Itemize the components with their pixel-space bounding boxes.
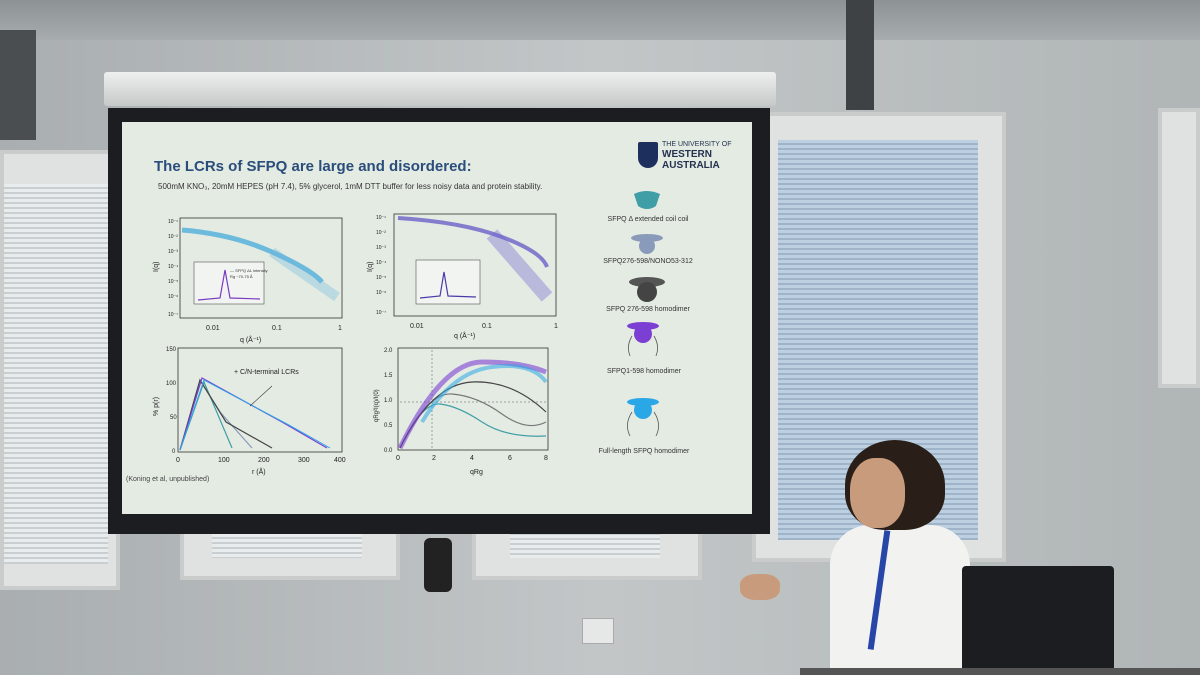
plot4-xtick-3: 6 [508,455,512,462]
legend-shape-1b [639,238,655,254]
plot1-inset-text2: Rg ~70-75 Å [230,274,253,279]
camera-device [424,538,452,592]
legend-shapes [627,191,665,437]
plot2-ytick-0: 10⁻¹ [376,215,386,221]
slide-citation: (Koning et al, unpublished) [126,476,210,483]
plot3-ytick-0: 150 [166,347,177,353]
plot1-ytick-4: 10⁻⁵ [168,279,178,285]
plot3-xlabel: r (Å) [252,467,266,476]
plot3-xtick-3: 300 [298,457,310,464]
legend-label-3: SFPQ1-598 homodimer [607,368,681,375]
slide-title: The LCRs of SFPQ are large and disordere… [154,158,472,175]
plot3-xtick-2: 200 [258,457,270,464]
legend-label-0: SFPQ Δ extended coil coil [607,216,689,223]
plot2-ytick-1: 10⁻² [376,230,386,236]
desk [800,668,1200,675]
plot4-ytick-1: 1.5 [384,373,393,379]
plot1-ytick-5: 10⁻⁶ [168,294,178,300]
plot1-ytick-6: 10⁻⁷ [168,312,178,318]
plot1-ytick-3: 10⁻⁴ [168,264,178,270]
power-outlet [582,618,614,644]
plot1-xtick-1: 0.1 [272,325,282,332]
plot2-xlabel: q (Å⁻¹) [454,331,475,340]
plot2-xtick-2: 1 [554,323,558,330]
plot3-ytick-3: 0 [172,449,176,455]
legend-shape-4-tails [627,411,659,437]
plot4-ytick-2: 1.0 [384,398,393,404]
plot4-ylabel: qRg²I(q)/I(0) [374,389,380,422]
logo-line3: AUSTRALIA [662,160,720,171]
plot1-xtick-0: 0.01 [206,325,220,332]
plot1-inset-text1: — SFPQ ΔL intensity [230,268,268,273]
plot1-xlabel: q (Å⁻¹) [240,335,261,344]
uwa-crest-icon [638,142,658,168]
plot2-ylabel: I(q) [367,262,374,273]
speaker-right [846,0,874,110]
plot2-xtick-0: 0.01 [410,323,424,330]
presenter-shirt [830,525,970,675]
legend-label-2: SFPQ 276-598 homodimer [606,306,690,313]
plot3-ytick-2: 50 [170,415,177,421]
plot3-xtick-0: 0 [176,457,180,464]
plot3-ytick-1: 100 [166,381,177,387]
plot4-ytick-3: 0.5 [384,423,393,429]
logo-line2: WESTERN [662,149,712,160]
plot3-ylabel: % p(r) [153,397,160,416]
right-window [752,112,1006,562]
speaker-left [0,30,36,140]
plot1-ytick-2: 10⁻³ [168,249,178,255]
plot4-xtick-2: 4 [470,455,474,462]
legend-shape-3b [634,325,652,343]
plot2-ytick-6: 10⁻⁷ [376,310,386,316]
legend-shape-0 [634,191,660,209]
presenter-hand [740,574,780,600]
plot4-ytick-4: 0.0 [384,448,393,454]
slide-bullet: 500mM KNO₃, 20mM HEPES (pH 7.4), 5% glyc… [158,182,543,191]
plot1-ylabel: I(q) [153,262,160,273]
plot3-xtick-1: 100 [218,457,230,464]
plot4: qRg²I(q)/I(0) qRg 0 2 4 6 8 2.0 1.5 1.0 … [374,347,549,476]
plot2: I(q) q (Å⁻¹) 0.01 0.1 1 10⁻¹ 10⁻² 10⁻³ 1… [367,213,558,340]
plot2-ytick-5: 10⁻⁶ [376,290,386,296]
presenter-face [850,458,905,528]
logo-line1: THE UNIVERSITY OF [662,141,732,148]
plot1: — SFPQ ΔL intensity Rg ~70-75 Å I(q) q (… [153,217,343,344]
plot4-ytick-0: 2.0 [384,348,393,354]
plot4-xlabel: qRg [470,469,483,476]
slide-plots: — SFPQ ΔL intensity Rg ~70-75 Å I(q) q (… [153,191,665,476]
plot2-ytick-3: 10⁻⁴ [376,260,386,266]
legend-label-4: Full-length SFPQ homodimer [598,448,690,455]
presentation-slide: The LCRs of SFPQ are large and disordere… [122,122,752,514]
legend-shape-2b [637,282,657,302]
plot2-xtick-1: 0.1 [482,323,492,330]
plot2-ytick-2: 10⁻³ [376,245,386,251]
far-right-window [1158,108,1200,388]
monitor [962,566,1114,675]
ceiling [0,0,1200,40]
plot4-xtick-4: 8 [544,455,548,462]
plot1-ytick-0: 10⁻¹ [168,219,178,225]
projector-screen-housing [104,72,776,106]
legend-shape-4b [634,401,652,419]
plot3-xtick-4: 400 [334,457,346,464]
left-window-blinds [4,184,108,564]
plot1-ytick-1: 10⁻² [168,234,178,240]
legend-shape-3-tails [628,335,658,357]
left-window [0,150,120,590]
legend-label-1: SFPQ276-598/NONO53-312 [603,258,693,265]
plot2-ytick-4: 10⁻⁵ [376,275,386,281]
uwa-logo-text: THE UNIVERSITY OF WESTERN AUSTRALIA [662,140,732,171]
plot1-xtick-2: 1 [338,325,342,332]
plot4-xtick-1: 2 [432,455,436,462]
plot3-annotation: + C/N-terminal LCRs [234,369,299,376]
plot4-xtick-0: 0 [396,455,400,462]
plot3: + C/N-terminal LCRs % p(r) r (Å) 0 100 2… [153,347,346,476]
